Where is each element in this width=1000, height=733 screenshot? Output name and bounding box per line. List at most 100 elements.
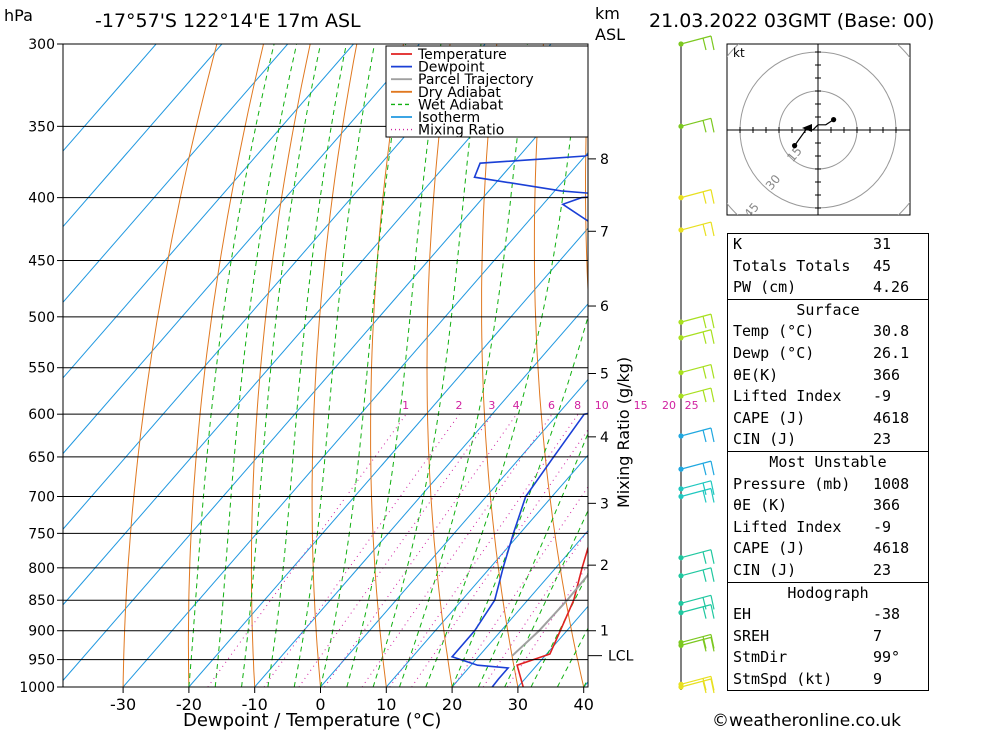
index-row: StmDir 99° <box>728 647 928 669</box>
lcl-label: LCL <box>608 649 634 665</box>
wind-barb-shaft <box>680 594 712 604</box>
isotherm-line <box>63 44 354 379</box>
wind-barb-feather <box>710 637 715 652</box>
km-tick-label: 8 <box>600 152 609 168</box>
wind-barb-feather <box>710 314 715 329</box>
wind-barb <box>678 427 715 443</box>
wind-barb-feather <box>702 551 707 564</box>
isotherm-line <box>63 44 420 455</box>
isotherm-line <box>63 44 223 228</box>
dry-adiabat-line <box>311 44 358 687</box>
wind-barb <box>678 678 715 694</box>
wind-barb-shaft <box>680 117 712 127</box>
index-value: 7 <box>873 626 883 645</box>
index-label: Dewp (°C) <box>733 343 815 362</box>
km-tick-label: 6 <box>600 299 609 315</box>
pressure-tick-label: 450 <box>28 254 55 270</box>
wind-barb-feather <box>710 427 715 443</box>
wind-barb-shaft <box>680 189 712 199</box>
wind-barb-feather <box>702 680 707 694</box>
index-label: Pressure (mb) <box>733 474 851 493</box>
index-row: Pressure (mb) 1008 <box>728 474 928 496</box>
wind-barb <box>678 387 715 403</box>
wind-barb-feather <box>710 488 715 503</box>
wet-adiabat-line <box>504 509 588 687</box>
isotherm-line <box>385 454 588 687</box>
wind-barb-shaft <box>680 678 712 688</box>
wind-barb-feather <box>702 639 707 652</box>
temperature-tick-label: -10 <box>242 695 268 714</box>
index-label: Totals Totals <box>733 256 851 275</box>
index-label: CAPE (J) <box>733 539 806 558</box>
index-row: K 31 <box>728 234 928 256</box>
wind-barb-feather <box>702 490 707 503</box>
wind-barb <box>678 363 715 379</box>
wind-barb-feather <box>702 429 707 443</box>
pressure-tick-label: 800 <box>28 561 55 577</box>
mixing-ratio-line <box>263 413 460 687</box>
wind-barb-shaft <box>680 636 712 646</box>
wind-barb-feather <box>710 387 715 403</box>
wind-barb-feather <box>702 482 707 495</box>
wind-barb-feather <box>702 223 707 237</box>
date-title: 21.03.2022 03GMT (Base: 00) <box>649 10 934 32</box>
wind-barb <box>678 460 715 476</box>
index-row: Lifted Index -9 <box>728 386 928 408</box>
dry-adiabat-line <box>533 44 585 687</box>
pressure-tick-label: 850 <box>28 593 55 609</box>
pressure-tick-label: 550 <box>28 361 55 377</box>
copyright-text[interactable]: ©weatheronline.co.uk <box>712 711 902 731</box>
wind-barb-feather <box>710 118 715 133</box>
index-row: EH -38 <box>728 604 928 626</box>
pressure-tick-label: 1000 <box>19 680 55 696</box>
legend-label: Mixing Ratio <box>418 123 504 139</box>
wind-barb-feather <box>702 606 707 619</box>
wind-barb <box>678 329 715 344</box>
index-label: StmSpd (kt) <box>733 669 833 688</box>
wind-barb-feather <box>710 364 715 379</box>
index-row: CAPE (J) 4618 <box>728 408 928 430</box>
pressure-tick-label: 350 <box>28 119 55 135</box>
index-label: Lifted Index <box>733 387 842 406</box>
index-row: θE (K) 366 <box>728 495 928 517</box>
wind-barb-shaft <box>680 567 712 577</box>
legend-label: Dewpoint <box>418 60 485 76</box>
x-axis-label: Dewpoint / Temperature (°C) <box>183 710 441 731</box>
pressure-tick-label: 650 <box>28 450 55 466</box>
mixing-ratio-label: 6 <box>548 399 555 412</box>
isotherm-line <box>63 76 588 682</box>
pressure-tick-label: 300 <box>28 37 55 53</box>
wind-barb-feather <box>710 595 715 610</box>
mixing-ratio-label: 3 <box>488 399 495 412</box>
km-tick-label: 2 <box>600 558 609 574</box>
wind-barb-feather <box>702 37 707 51</box>
index-value: -9 <box>873 517 892 536</box>
isotherm-line <box>63 44 289 304</box>
mixing-ratio-axis-label: Mixing Ratio (g/kg) <box>614 357 633 508</box>
index-value: 99° <box>873 648 901 667</box>
mixing-ratio-line <box>389 413 579 687</box>
wind-barb-dot <box>678 642 684 648</box>
wind-barb-shaft <box>680 221 712 231</box>
index-value: 366 <box>873 496 901 515</box>
isotherm-line <box>122 151 588 687</box>
index-label: θE (K) <box>733 496 788 515</box>
mixing-ratio-label: 10 <box>595 399 609 412</box>
wind-barb <box>678 594 715 610</box>
legend-label: Wet Adiabat <box>418 97 504 113</box>
index-value: 45 <box>873 256 892 275</box>
wind-barb-feather <box>702 191 707 204</box>
legend-label: Parcel Trajectory <box>418 72 534 88</box>
asl-label: ASL <box>595 25 625 44</box>
wind-barb-feather <box>710 549 715 564</box>
most-unstable-heading: Most Unstable <box>728 450 928 474</box>
index-value: 4618 <box>873 539 910 558</box>
index-label: PW (cm) <box>733 278 797 297</box>
hodograph-trace <box>794 119 834 146</box>
dry-adiabat-line <box>122 44 218 687</box>
wind-barb-feather <box>702 636 707 649</box>
index-value: 31 <box>873 235 892 253</box>
pressure-tick-label: 950 <box>28 653 55 669</box>
wind-barb <box>678 549 715 564</box>
